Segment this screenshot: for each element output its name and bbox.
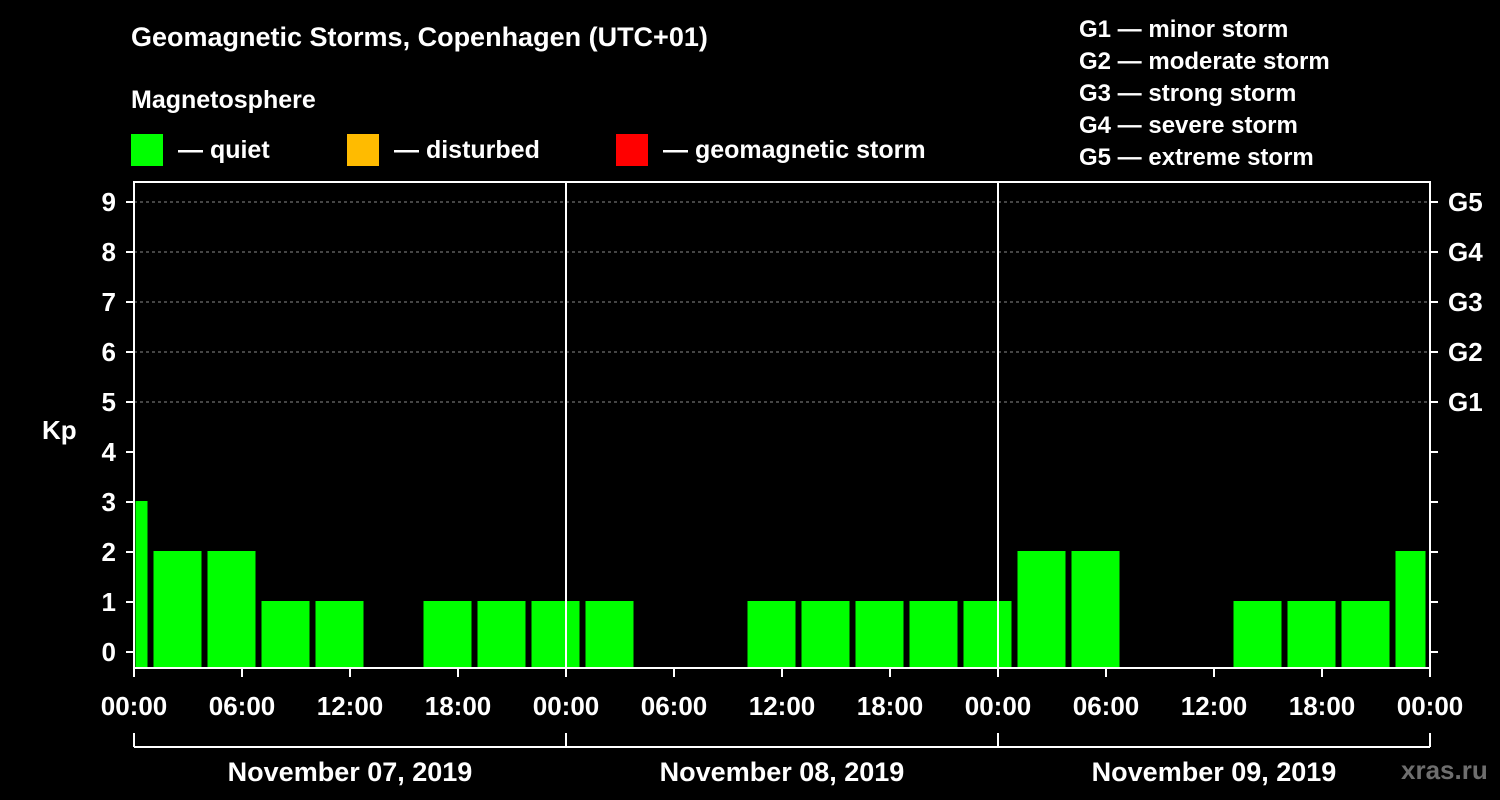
x-tick-label: 12:00 — [749, 691, 816, 721]
storm-scale-g3: G3 — strong storm — [1079, 80, 1297, 107]
x-tick-label: 06:00 — [1073, 691, 1140, 721]
y-tick-label: 0 — [102, 637, 116, 667]
kp-bar — [207, 551, 256, 668]
legend-swatch-quiet — [131, 134, 163, 166]
x-tick-label: 18:00 — [857, 691, 924, 721]
kp-bar — [1395, 551, 1426, 668]
day-label: November 08, 2019 — [660, 757, 905, 787]
legend-label-disturbed: — disturbed — [394, 135, 540, 164]
g-level-label: G3 — [1448, 287, 1483, 317]
kp-bar — [531, 601, 580, 668]
magnetosphere-label: Magnetosphere — [131, 86, 316, 114]
kp-bar — [1017, 551, 1066, 668]
watermark: xras.ru — [1401, 755, 1488, 785]
kp-bar — [585, 601, 634, 668]
g-level-label: G1 — [1448, 387, 1483, 417]
chart-title: Geomagnetic Storms, Copenhagen (UTC+01) — [131, 22, 708, 52]
kp-bar — [1233, 601, 1282, 668]
y-tick-label: 4 — [102, 437, 117, 467]
g-level-label: G2 — [1448, 337, 1483, 367]
x-tick-label: 00:00 — [1397, 691, 1464, 721]
legend-item-storm: — geomagnetic storm — [616, 133, 926, 167]
y-tick-label: 1 — [102, 587, 116, 617]
x-tick-label: 00:00 — [965, 691, 1032, 721]
kp-bar — [909, 601, 958, 668]
y-tick-label: 5 — [102, 387, 116, 417]
kp-bar — [855, 601, 904, 668]
x-tick-label: 06:00 — [641, 691, 708, 721]
y-axis-label: Kp — [42, 415, 77, 445]
x-tick-label: 18:00 — [1289, 691, 1356, 721]
kp-bar — [801, 601, 850, 668]
kp-bar — [153, 551, 202, 668]
g-level-label: G5 — [1448, 187, 1483, 217]
kp-bar — [1287, 601, 1336, 668]
kp-bar — [747, 601, 796, 668]
legend-swatch-disturbed — [347, 134, 379, 166]
storm-scale-g1: G1 — minor storm — [1079, 16, 1289, 43]
y-tick-label: 8 — [102, 237, 116, 267]
x-tick-label: 12:00 — [317, 691, 384, 721]
y-tick-label: 2 — [102, 537, 116, 567]
g-level-label: G4 — [1448, 237, 1483, 267]
storm-scale-g4: G4 — severe storm — [1079, 112, 1298, 139]
day-label: November 07, 2019 — [228, 757, 473, 787]
legend-swatch-storm — [616, 134, 648, 166]
x-tick-label: 00:00 — [533, 691, 600, 721]
legend-label-quiet: — quiet — [178, 135, 270, 164]
plot-frame — [133, 181, 1431, 669]
storm-scale-legend: G1 — minor storm G2 — moderate storm G3 … — [1079, 14, 1330, 174]
y-tick-label: 7 — [102, 287, 116, 317]
legend-label-storm: — geomagnetic storm — [663, 135, 926, 164]
kp-bar — [261, 601, 310, 668]
kp-bar — [963, 601, 1012, 668]
x-tick-label: 18:00 — [425, 691, 492, 721]
y-tick-label: 6 — [102, 337, 116, 367]
x-tick-label: 06:00 — [209, 691, 276, 721]
kp-bar — [423, 601, 472, 668]
kp-bar — [477, 601, 526, 668]
y-tick-label: 3 — [102, 487, 116, 517]
y-tick-label: 9 — [102, 187, 116, 217]
day-label: November 09, 2019 — [1092, 757, 1337, 787]
x-tick-label: 00:00 — [101, 691, 168, 721]
kp-bar — [1341, 601, 1390, 668]
legend-item-disturbed: — disturbed — [347, 133, 540, 167]
kp-bar — [315, 601, 364, 668]
x-tick-label: 12:00 — [1181, 691, 1248, 721]
kp-bar — [1071, 551, 1120, 668]
legend-item-quiet: — quiet — [131, 133, 270, 167]
kp-bar — [135, 501, 148, 668]
storm-scale-g2: G2 — moderate storm — [1079, 48, 1330, 75]
storm-scale-g5: G5 — extreme storm — [1079, 144, 1314, 171]
